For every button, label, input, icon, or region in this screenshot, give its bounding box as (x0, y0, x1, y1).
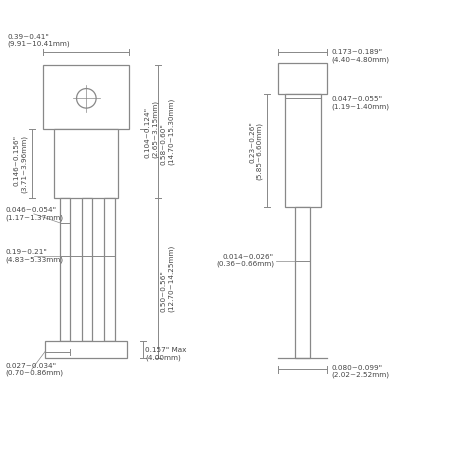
Bar (82, 198, 92, 341)
Bar (295, 207, 310, 358)
Text: 0.047~0.055"
(1.19~1.40mm): 0.047~0.055" (1.19~1.40mm) (332, 96, 390, 109)
Text: 0.046~0.054"
(1.17~1.37mm): 0.046~0.054" (1.17~1.37mm) (5, 207, 63, 220)
Bar (45, 341, 127, 358)
Text: 0.080~0.099"
(2.02~2.52mm): 0.080~0.099" (2.02~2.52mm) (332, 365, 390, 378)
Text: 0.146~0.156"
(3.71~3.96mm): 0.146~0.156" (3.71~3.96mm) (14, 135, 27, 193)
Text: 0.50~0.56"
(12.70~14.25mm): 0.50~0.56" (12.70~14.25mm) (161, 245, 174, 312)
Bar (43, 65, 130, 130)
Bar (104, 198, 115, 341)
Text: 0.58~0.60"
(14.70~15.30mm): 0.58~0.60" (14.70~15.30mm) (161, 98, 174, 165)
Text: 0.23~0.26"
(5.85~6.60mm): 0.23~0.26" (5.85~6.60mm) (249, 122, 263, 180)
Bar (54, 130, 118, 198)
Bar (279, 63, 327, 94)
Text: 0.027~0.034"
(0.70~0.86mm): 0.027~0.034" (0.70~0.86mm) (5, 363, 63, 376)
Bar (285, 94, 320, 207)
Text: 0.19~0.21"
(4.83~5.33mm): 0.19~0.21" (4.83~5.33mm) (5, 249, 63, 263)
Text: 0.39~0.41"
(9.91~10.41mm): 0.39~0.41" (9.91~10.41mm) (7, 34, 70, 47)
Text: 0.157" Max
(4.00mm): 0.157" Max (4.00mm) (145, 347, 186, 360)
Bar (60, 198, 70, 341)
Text: 0.173~0.189"
(4.40~4.80mm): 0.173~0.189" (4.40~4.80mm) (332, 50, 390, 63)
Text: 0.014~0.026"
(0.36~0.66mm): 0.014~0.026" (0.36~0.66mm) (216, 254, 274, 267)
Text: 0.104~0.124"
(2.65~3.15mm): 0.104~0.124" (2.65~3.15mm) (145, 100, 158, 158)
